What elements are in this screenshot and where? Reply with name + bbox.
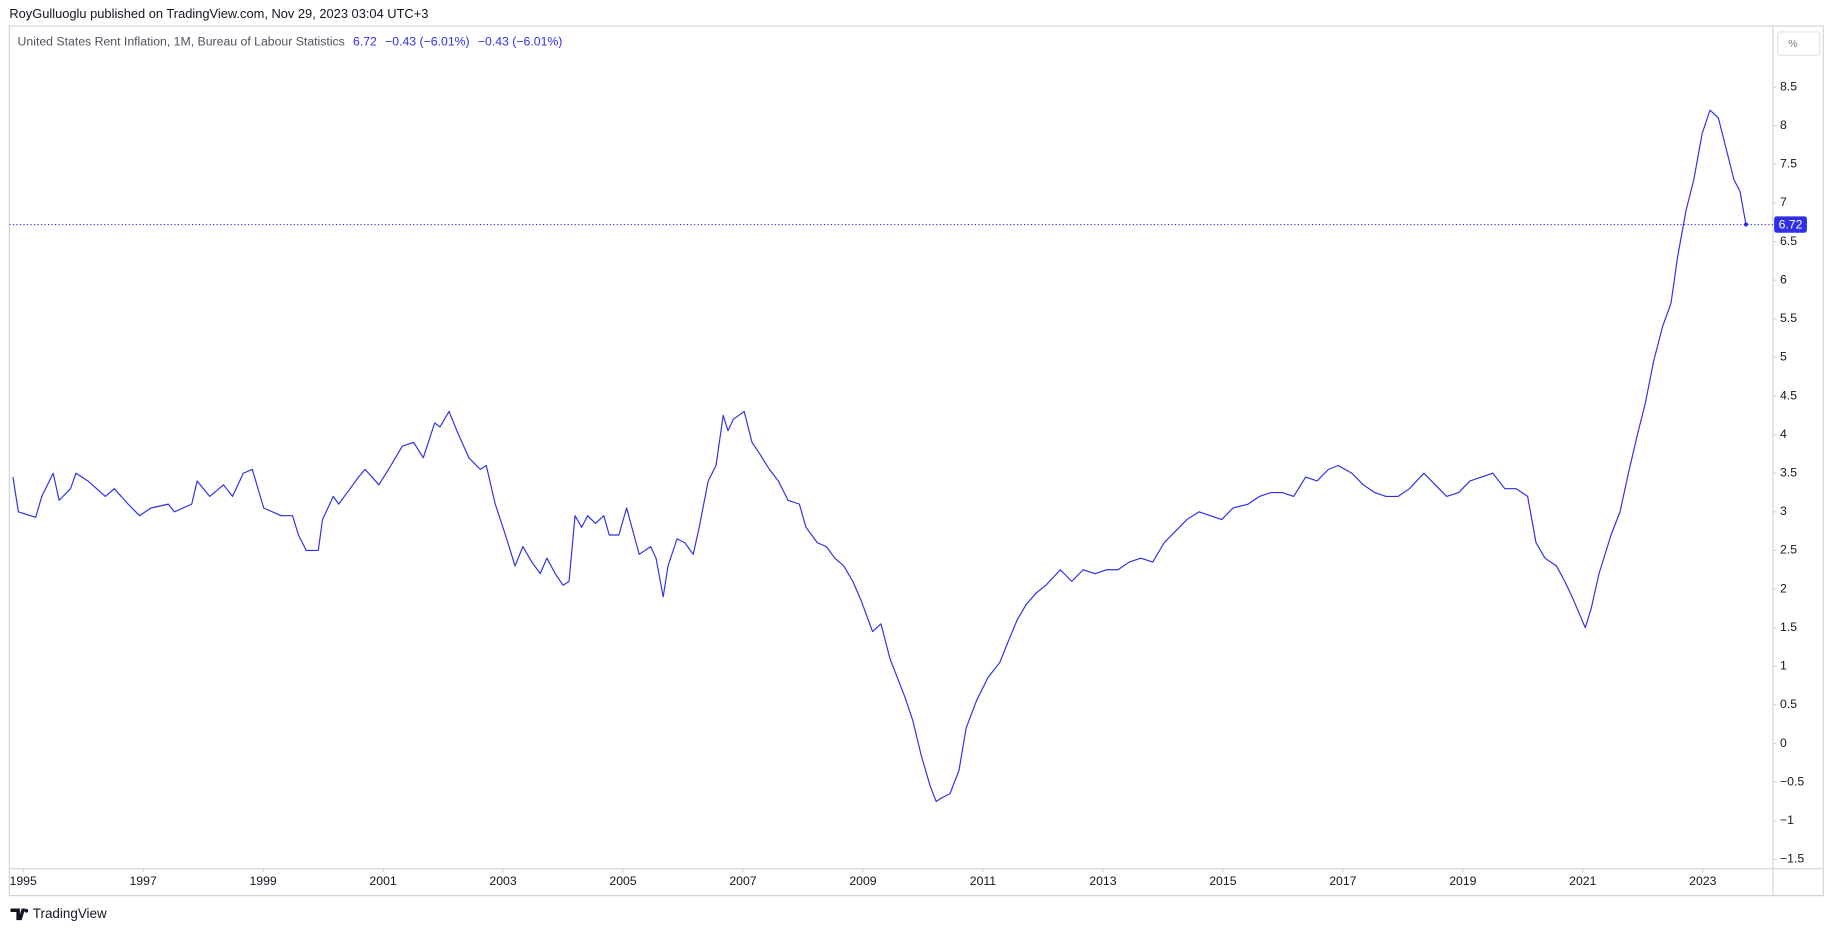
legend-last-value: 6.72 bbox=[353, 35, 377, 49]
y-tick-label: 8.5 bbox=[1780, 79, 1797, 93]
y-tick-label: 2.5 bbox=[1780, 543, 1797, 557]
y-tick-label: 5 bbox=[1780, 350, 1787, 364]
legend-change: −0.43 (−6.01%) bbox=[385, 35, 470, 49]
legend-change: −0.43 (−6.01%) bbox=[478, 35, 563, 49]
y-tick-label: 1 bbox=[1780, 659, 1787, 673]
footer-brand: TradingView bbox=[33, 906, 107, 921]
x-tick-label: 2005 bbox=[609, 874, 636, 888]
unit-button[interactable] bbox=[1777, 31, 1821, 56]
last-value-badge bbox=[1774, 216, 1807, 233]
tradingview-logo bbox=[10, 908, 29, 921]
x-tick-label: 2009 bbox=[849, 874, 876, 888]
y-tick-label: 7 bbox=[1780, 195, 1787, 209]
y-tick-label: 3 bbox=[1780, 504, 1787, 518]
y-tick-label: 0.5 bbox=[1780, 697, 1797, 711]
y-tick-label: −0.5 bbox=[1780, 774, 1804, 788]
x-tick-label: 2003 bbox=[489, 874, 516, 888]
y-tick-label: 4 bbox=[1780, 427, 1787, 441]
y-tick-label: 1.5 bbox=[1780, 620, 1797, 634]
y-tick-label: −1 bbox=[1780, 813, 1794, 827]
y-tick-label: 8 bbox=[1780, 118, 1787, 132]
last-value-dot bbox=[1743, 222, 1749, 227]
x-tick-label: 2011 bbox=[970, 874, 997, 888]
x-tick-label: 2017 bbox=[1329, 874, 1356, 888]
legend: United States Rent Inflation, 1M, Bureau… bbox=[18, 35, 563, 49]
y-tick-label: 4.5 bbox=[1780, 388, 1797, 402]
y-tick-label: −1.5 bbox=[1780, 852, 1804, 866]
chart-frame bbox=[8, 25, 1824, 897]
unit-label: % bbox=[1788, 38, 1797, 50]
x-tick-label: 2013 bbox=[1089, 874, 1116, 888]
publish-header: RoyGulluoglu published on TradingView.co… bbox=[9, 6, 428, 21]
x-tick-label: 2015 bbox=[1209, 874, 1236, 888]
last-value-label: 6.72 bbox=[1779, 217, 1803, 231]
x-tick-label: 2001 bbox=[369, 874, 396, 888]
x-tick-label: 2021 bbox=[1569, 874, 1596, 888]
x-tick-label: 1999 bbox=[249, 874, 276, 888]
x-tick-label: 1995 bbox=[10, 874, 37, 888]
x-tick-label: 2023 bbox=[1689, 874, 1716, 888]
x-tick-label: 1997 bbox=[129, 874, 156, 888]
y-tick-label: 3.5 bbox=[1780, 465, 1797, 479]
y-tick-label: 0 bbox=[1780, 736, 1787, 750]
y-tick-label: 6 bbox=[1780, 272, 1787, 286]
series-line bbox=[12, 109, 1747, 803]
x-tick-label: 2019 bbox=[1449, 874, 1476, 888]
y-tick-label: 6.5 bbox=[1780, 234, 1797, 248]
y-tick-label: 7.5 bbox=[1780, 157, 1797, 171]
x-tick-label: 2007 bbox=[729, 874, 756, 888]
y-tick-label: 5.5 bbox=[1780, 311, 1797, 325]
y-tick-label: 2 bbox=[1780, 581, 1787, 595]
legend-title: United States Rent Inflation, 1M, Bureau… bbox=[18, 35, 345, 49]
